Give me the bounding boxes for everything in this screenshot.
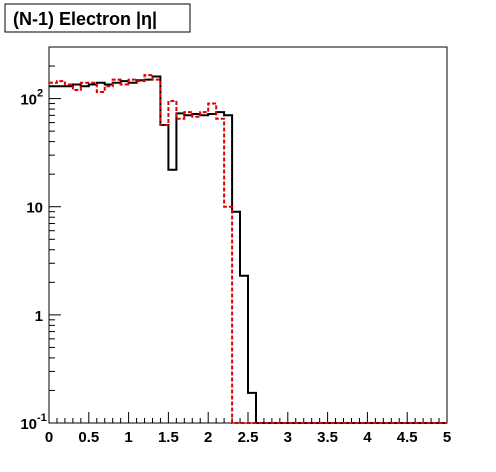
x-tick-label: 0.5 [78,429,99,446]
title-text: (N-1) Electron |η| [13,9,157,29]
x-tick-label: 2.5 [238,429,259,446]
x-tick-label: 1.5 [158,429,179,446]
x-tick-label: 4 [363,429,372,446]
series-line-red-dashed [49,74,447,424]
x-tick-label: 1 [124,429,132,446]
y-tick-label-exponent: 2 [37,88,43,100]
y-tick-label: 10 [20,416,37,433]
x-tick-label: 3.5 [317,429,338,446]
series-layer [49,74,447,424]
chart-title: (N-1) Electron |η| [4,3,191,33]
y-axis-ticks [49,46,61,424]
y-tick-label: 1 [35,308,43,325]
x-tick-label: 3 [284,429,292,446]
y-tick-label: 10 [20,92,37,109]
y-tick-label: 10 [26,200,43,217]
x-tick-label: 5 [443,429,451,446]
y-tick-label-exponent: -1 [37,412,47,424]
x-tick-label: 4.5 [397,429,418,446]
x-axis-labels: 0 0.5 1 1.5 2 2.5 3 3.5 4 4.5 5 [45,429,451,446]
x-tick-label: 0 [45,429,53,446]
title-box [4,3,191,33]
x-tick-label: 2 [204,429,212,446]
